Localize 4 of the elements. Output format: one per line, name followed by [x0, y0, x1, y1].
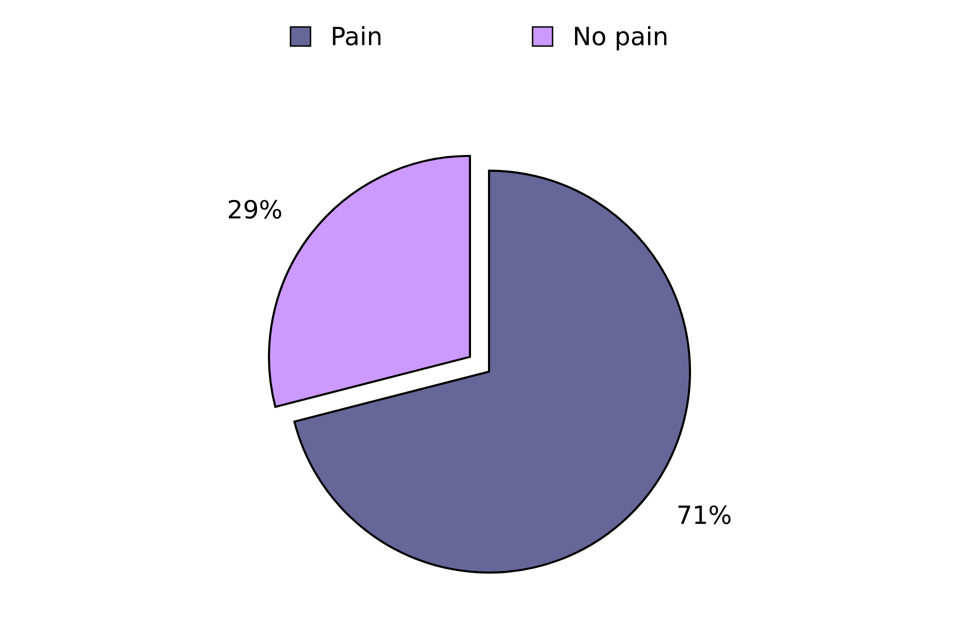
legend-label: No pain — [575, 26, 666, 50]
data-label: 71% — [678, 505, 731, 524]
legend-label: Pain — [332, 26, 380, 46]
data-label: 29% — [228, 200, 282, 219]
